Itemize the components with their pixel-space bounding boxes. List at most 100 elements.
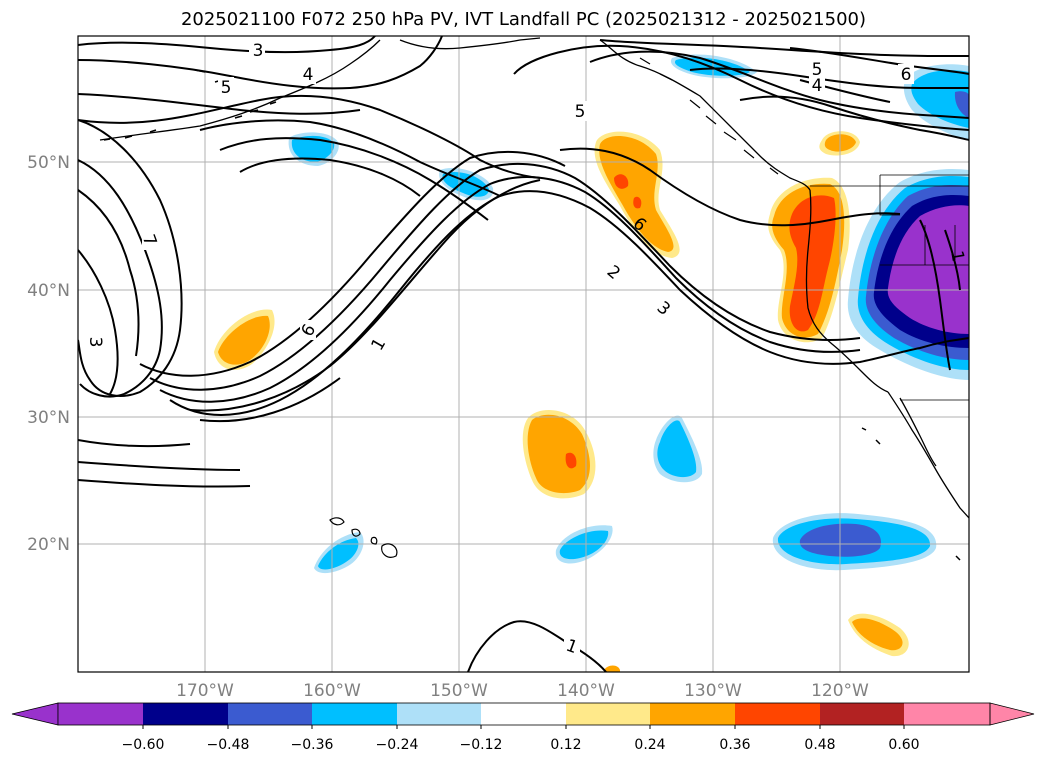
shade-pos-4c xyxy=(789,195,836,332)
contour-label: 5 xyxy=(812,60,823,80)
contour-trough-2 xyxy=(78,159,163,398)
ivt-shading xyxy=(214,54,969,672)
colorbar-tick-label: 0.12 xyxy=(550,737,581,753)
colorbar-tick-label: −0.60 xyxy=(122,737,165,753)
colorbar-segment xyxy=(566,703,650,725)
contour-east-5 xyxy=(689,67,969,89)
hawaii-islands xyxy=(329,517,398,558)
contour-s-5 xyxy=(189,179,541,412)
colorbar-segment xyxy=(312,703,397,725)
lon-label: 120°W xyxy=(811,681,869,701)
map-title: 2025021100 F072 250 hPa PV, IVT Landfall… xyxy=(180,9,867,30)
us-west-coast xyxy=(805,189,889,393)
shade-neg-4b xyxy=(911,70,969,128)
shade-pos-1b xyxy=(599,135,674,252)
colorbar-segment xyxy=(481,703,566,725)
contour-ridge-2 xyxy=(199,119,501,197)
shade-pos-5c xyxy=(565,452,577,469)
colorbar-tick-label: −0.36 xyxy=(291,737,334,753)
colorbar-segment xyxy=(904,703,990,725)
lon-label: 170°W xyxy=(176,681,234,701)
lat-label: 40°N xyxy=(27,281,70,301)
contour-east-6 xyxy=(599,39,969,57)
shade-neg-6b xyxy=(318,538,359,570)
shade-pos-2b xyxy=(218,315,270,365)
contour-trough-1 xyxy=(78,119,183,397)
lon-label: 140°W xyxy=(557,681,615,701)
contour-east-1 xyxy=(513,44,969,131)
colorbar: −0.60 −0.48 −0.36 −0.24 −0.12 0.12 0.24 0.36 0.4… xyxy=(11,702,1035,753)
pv-contours xyxy=(78,36,969,672)
contour-trough-4 xyxy=(78,249,119,395)
mexico-islands xyxy=(861,427,961,561)
contour-top-3 xyxy=(78,93,361,115)
contour-label: 6 xyxy=(901,65,912,85)
map-frame xyxy=(77,35,970,673)
contour-label: 3 xyxy=(253,41,264,61)
contour-top-2 xyxy=(78,36,443,90)
contour-label: 5 xyxy=(575,102,586,122)
colorbar-tick-label: −0.12 xyxy=(460,737,503,753)
contour-left-bottom-2 xyxy=(78,461,241,471)
contour-labels: 3 4 5 5 4 6 5 7 6 1 3 2 3 6 1 1 xyxy=(85,40,968,658)
colorbar-segment xyxy=(228,703,312,725)
colorbar-segment xyxy=(58,703,143,725)
lat-label: 50°N xyxy=(27,153,70,173)
map-background xyxy=(78,36,969,672)
contour-label: 1 xyxy=(946,249,968,263)
alaska-coast xyxy=(99,39,381,141)
contour-label: 4 xyxy=(303,65,314,85)
contour-trough-3 xyxy=(78,189,140,357)
contour-east-10 xyxy=(944,229,961,291)
lon-label: 160°W xyxy=(303,681,361,701)
gulf-alaska-coast xyxy=(399,37,541,50)
colorbar-tick-label: 0.36 xyxy=(719,737,750,753)
contour-left-bottom-1 xyxy=(78,439,191,448)
baja-peninsula xyxy=(899,397,937,467)
baja-coast xyxy=(887,391,969,519)
contour-label: 3 xyxy=(85,337,105,348)
contour-label: 4 xyxy=(812,76,823,96)
colorbar-tick-label: −0.24 xyxy=(376,737,419,753)
contour-bottom-1 xyxy=(467,620,607,672)
shade-neg-5e xyxy=(887,205,969,334)
lon-label: 130°W xyxy=(684,681,742,701)
lat-label: 20°N xyxy=(27,535,70,555)
colorbar-tick-label: 0.24 xyxy=(634,737,665,753)
contour-left-bottom-3 xyxy=(78,479,251,488)
shade-neg-1b xyxy=(291,135,335,162)
colorbar-tick-label: 0.60 xyxy=(888,737,919,753)
colorbar-segment xyxy=(820,703,904,725)
lon-label: 150°W xyxy=(430,681,488,701)
colorbar-segment xyxy=(397,703,481,725)
lat-label: 30°N xyxy=(27,408,70,428)
colorbar-frame xyxy=(57,702,991,726)
contour-east-3 xyxy=(589,50,969,119)
contour-ridge-1 xyxy=(78,94,541,179)
us-border-lines xyxy=(879,174,969,401)
contour-top-1 xyxy=(78,36,376,54)
colorbar-segment xyxy=(650,703,735,725)
shade-pos-1d xyxy=(633,196,642,209)
colorbar-tick-label: −0.48 xyxy=(207,737,250,753)
bc-coast xyxy=(599,39,811,191)
contour-east-2 xyxy=(559,147,901,227)
colorbar-segment xyxy=(143,703,228,725)
contour-s-2 xyxy=(159,176,861,403)
shade-neg-7b xyxy=(559,530,609,560)
contour-east-9 xyxy=(919,219,951,371)
contour-s-6 xyxy=(199,377,341,423)
contour-s-4 xyxy=(139,150,566,377)
bc-islands xyxy=(639,57,779,175)
contour-ridge-3 xyxy=(219,137,489,221)
shade-pos-5b xyxy=(527,414,590,494)
colorbar-extend-low xyxy=(11,702,59,726)
shade-pos-1c xyxy=(614,174,629,189)
shade-pos-6b xyxy=(852,618,903,651)
colorbar-tick-label: 0.48 xyxy=(804,737,835,753)
contour-ridge-4 xyxy=(239,157,421,197)
colorbar-extend-high xyxy=(989,702,1035,726)
shade-pos-7 xyxy=(604,665,620,672)
longitude-labels: 170°W 160°W 150°W 140°W 130°W 120°W xyxy=(176,681,869,701)
